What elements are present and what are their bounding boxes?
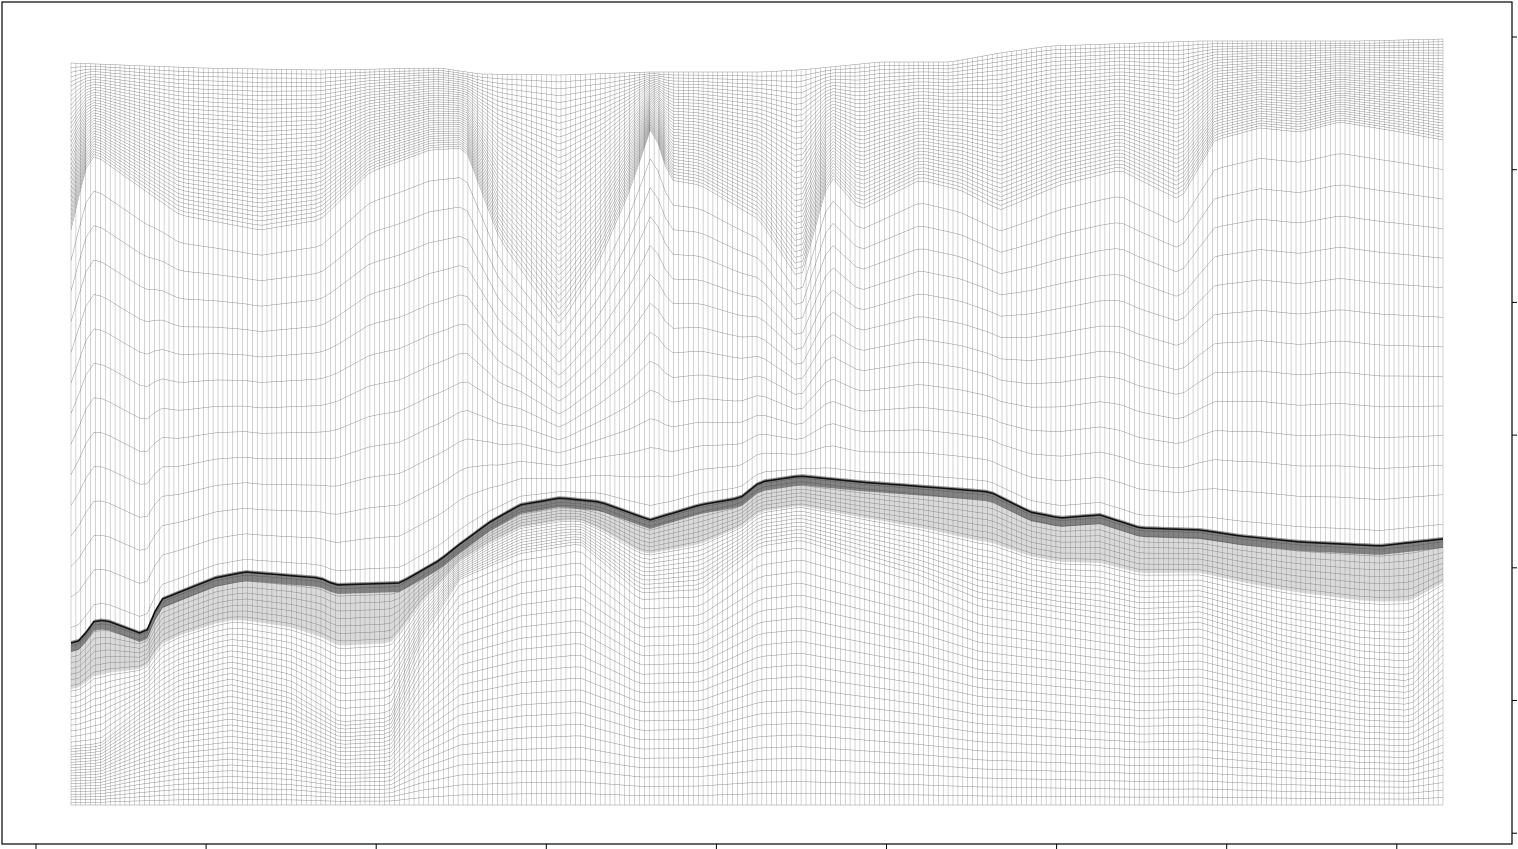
mesh-row-line [70,699,1444,782]
interface-bands [70,474,1444,689]
mesh-row-line [70,559,1444,750]
mesh-row-line [70,56,1444,124]
mesh-row-line [70,274,1444,389]
mesh-row-line [70,540,1444,743]
mesh-row-line [70,41,1444,83]
mesh-row-line [70,303,1444,414]
mesh-row-line [70,72,1444,172]
mesh-row-line [70,511,1444,697]
mesh-vertical-lines [70,39,1444,805]
mesh-row-line [70,58,1444,131]
mesh-row-line [70,44,1444,90]
mesh-row-line [70,120,1444,317]
mesh-row-line [70,47,1444,96]
mesh-row-line [70,216,1444,363]
mesh-row-line [70,99,1444,255]
mesh-row-line [70,688,1444,779]
mesh-row-line [70,81,1444,200]
mesh-row-line [70,423,1444,567]
mesh-row-line [70,571,1444,752]
mesh-row-line [70,83,1444,207]
mesh-row-line [70,70,1444,165]
mesh-row-line [70,467,1444,628]
mesh-row-line [70,184,1444,350]
mesh-row-line [70,245,1444,376]
mesh-row-line [70,496,1444,675]
mesh-row-line [70,529,1444,726]
mesh-row-line [70,746,1444,792]
mesh-row-line [70,583,1444,755]
mesh-row-line [70,488,1444,663]
mesh-row-line [70,769,1444,798]
mesh-row-line [70,514,1444,703]
mesh-row-line [70,676,1444,776]
mesh-row-line [70,378,1444,506]
mesh-row-line [70,485,1444,658]
mesh-row-line [71,793,1444,803]
mesh-row-line [70,90,1444,228]
interface-shade-lower [71,476,1443,689]
mesh-row-line [70,711,1444,784]
mesh-row-line [70,38,1444,76]
mesh-row-line [70,781,1444,800]
mesh-row-line [70,117,1444,310]
mesh-row-line [70,77,1444,186]
mesh-row-line [70,606,1444,760]
mesh-row-line [70,113,1444,297]
mesh-row-line [70,54,1443,117]
mesh-row-line [70,723,1444,787]
mesh-row-line [70,104,1444,269]
mesh-row-line [70,503,1444,686]
mesh-row-line [70,101,1444,262]
mesh-row-line [70,500,1444,680]
mesh-row-line [70,533,1444,731]
mesh-row-line [70,97,1444,248]
mesh-row-line [70,548,1444,747]
mesh-row-line [70,67,1444,159]
x-axis-ticks [35,844,1398,849]
mesh-row-line [70,618,1444,763]
mesh-row-line [70,106,1444,276]
mesh-row-line [70,526,1444,720]
mesh-row-line [70,641,1444,768]
mesh-row-line [70,111,1444,290]
mesh-row-line [70,507,1444,692]
mesh-row-line [70,153,1444,337]
mesh-row-line [70,86,1444,214]
mesh-row-line [70,518,1444,709]
mesh-row-line [70,734,1444,790]
mesh-row-line [70,115,1444,303]
mesh-row-line [70,331,1444,445]
mesh-row-line [70,108,1444,283]
mesh-row-line [70,758,1444,795]
mesh-row-line [70,65,1444,152]
mesh-row-line [70,664,1444,774]
y-axis-ticks [1512,36,1517,834]
mesh-row-line [70,52,1443,110]
mesh-row-line [70,356,1443,475]
mesh-row-line [70,445,1444,598]
mesh-row-line [70,88,1444,221]
mesh-row-line [70,594,1444,758]
mesh-row-line [70,49,1443,103]
mesh-row-line [70,74,1444,179]
mesh-row-line [70,95,1444,241]
mesh-row-line [70,522,1444,714]
mesh-row-line [70,536,1444,737]
interface-shade-core [71,474,1443,652]
mesh-row-line [70,630,1444,766]
mesh-row-line [70,61,1444,138]
mesh-row-line [70,122,1444,324]
mesh-row-line [70,492,1444,669]
mesh-row-line [70,63,1444,145]
mesh-row-line [70,401,1444,537]
mesh-row-line [70,92,1444,234]
interface-line [70,475,1444,644]
mesh-row-line [70,653,1444,771]
mesh-row-line [70,79,1444,193]
